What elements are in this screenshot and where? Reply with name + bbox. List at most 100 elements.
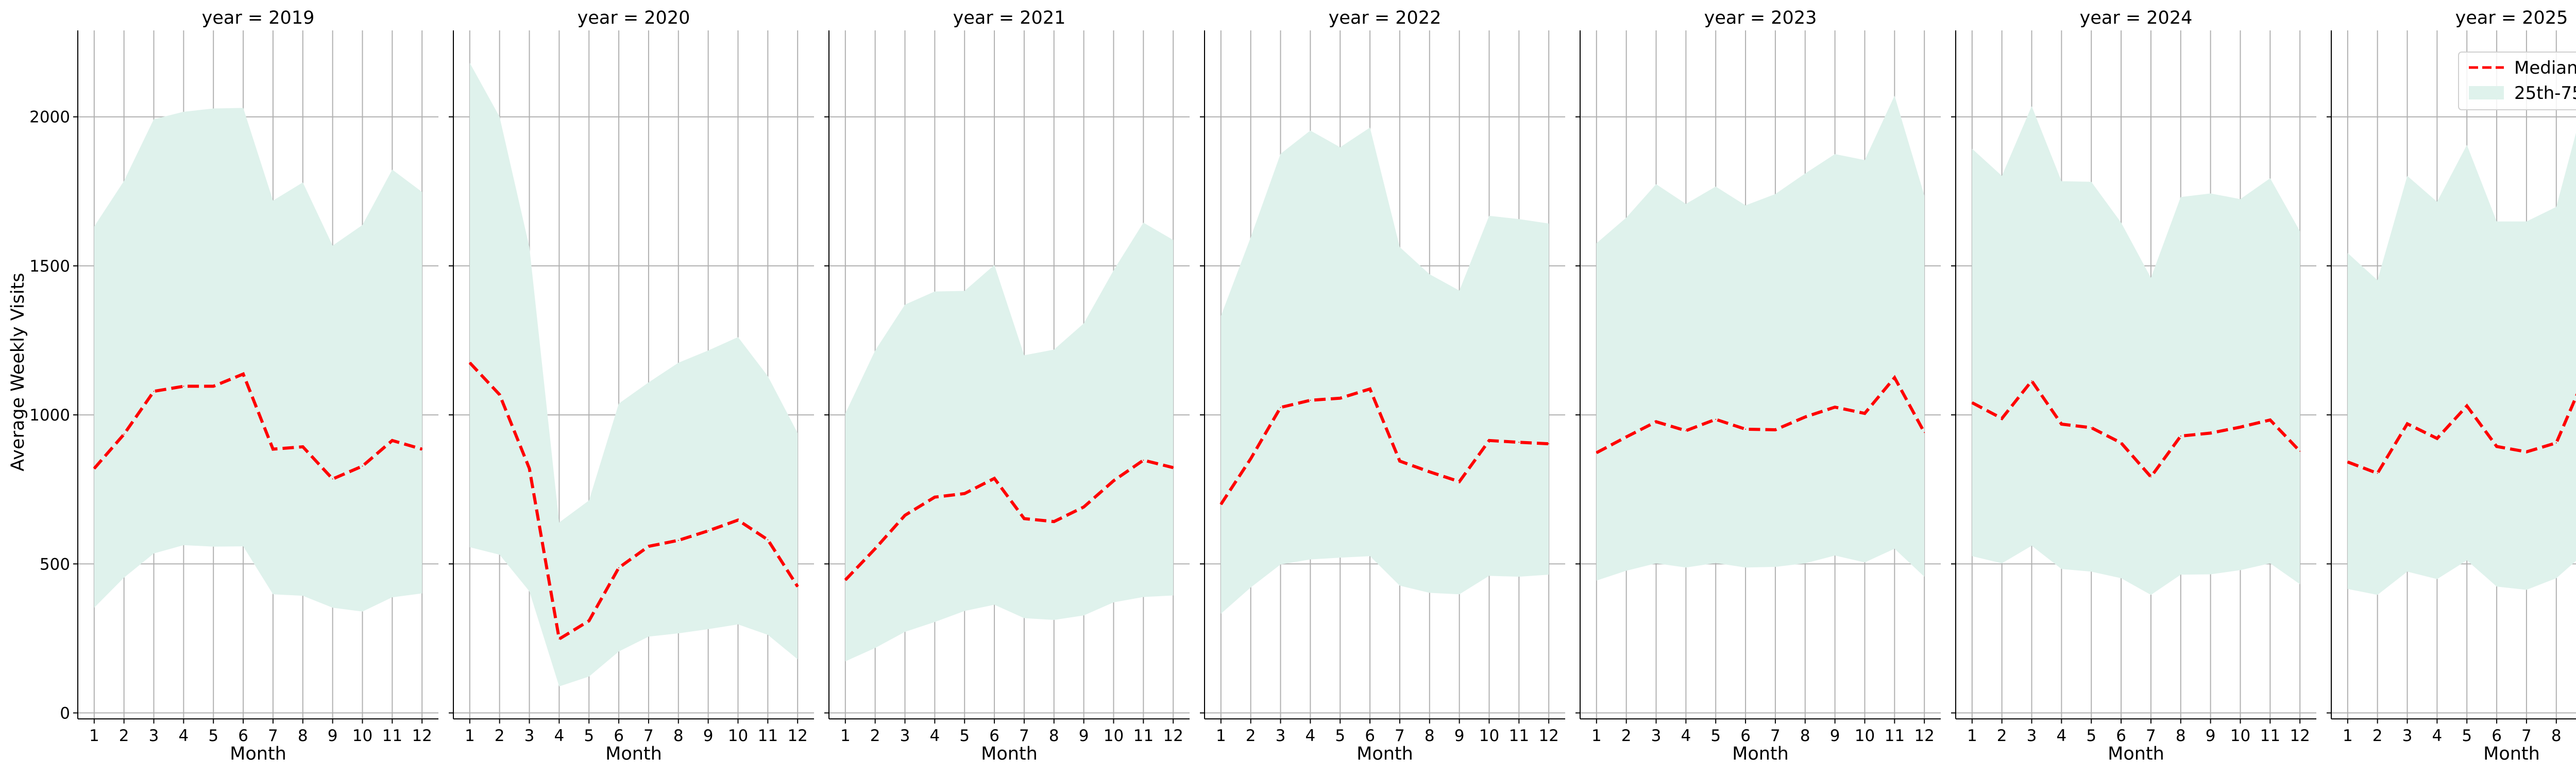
median-point — [588, 620, 590, 621]
median-point — [2555, 442, 2557, 444]
x-tick-label: 11 — [1885, 727, 1905, 745]
x-tick-label: 2 — [1997, 727, 2007, 745]
x-tick-label: 2 — [1621, 727, 1632, 745]
median-line-2025 — [2347, 393, 2576, 476]
x-tick-label: 3 — [524, 727, 535, 745]
x-tick-label: 10 — [1479, 727, 1499, 745]
median-point — [904, 514, 906, 516]
median-point — [1340, 397, 1341, 399]
median-point — [2031, 380, 2032, 382]
percentile-band-2022 — [1221, 127, 1549, 614]
x-tick-label: 7 — [643, 727, 654, 745]
median-point — [1429, 471, 1430, 473]
x-tick-label: 7 — [1395, 727, 1405, 745]
x-tick-label: 6 — [2116, 727, 2126, 745]
y-axis-label: Average Weekly Visits — [8, 273, 28, 471]
median-point — [332, 478, 333, 480]
x-axis-label: Month — [2108, 744, 2164, 764]
median-point — [302, 446, 303, 447]
x-tick-label: 8 — [2551, 727, 2562, 745]
median-point — [648, 546, 649, 547]
median-point — [469, 362, 470, 363]
x-tick-label: 12 — [2290, 727, 2310, 745]
median-point — [1280, 407, 1281, 408]
median-point — [797, 586, 799, 587]
x-tick-label: 6 — [614, 727, 624, 745]
x-tick-label: 3 — [2027, 727, 2037, 745]
x-tick-label: 10 — [1855, 727, 1875, 745]
x-tick-label: 5 — [584, 727, 594, 745]
median-point — [934, 496, 936, 498]
facet-title: year = 2021 — [953, 8, 1066, 28]
median-point — [123, 433, 125, 435]
facet-title: year = 2023 — [1704, 8, 1817, 28]
median-point — [874, 548, 876, 549]
median-point — [1488, 440, 1490, 441]
x-axis-label: Month — [230, 744, 286, 764]
median-point — [2061, 424, 2062, 425]
median-point — [2150, 476, 2151, 478]
x-tick-label: 3 — [1276, 727, 1286, 745]
x-tick-label: 11 — [2260, 727, 2280, 745]
x-tick-label: 3 — [1651, 727, 1662, 745]
median-point — [1310, 399, 1311, 401]
x-tick-label: 12 — [412, 727, 432, 745]
median-point — [1834, 407, 1836, 408]
x-tick-label: 4 — [1306, 727, 1316, 745]
x-tick-label: 10 — [2230, 727, 2250, 745]
x-tick-label: 5 — [2086, 727, 2096, 745]
x-tick-label: 5 — [1335, 727, 1345, 745]
median-point — [618, 567, 620, 568]
x-tick-label: 10 — [1104, 727, 1124, 745]
x-tick-label: 4 — [2432, 727, 2443, 745]
x-tick-label: 9 — [1830, 727, 1840, 745]
median-point — [2466, 405, 2468, 407]
x-tick-label: 2 — [495, 727, 505, 745]
x-tick-label: 7 — [2521, 727, 2532, 745]
median-point — [1548, 443, 1550, 445]
x-tick-label: 6 — [1740, 727, 1751, 745]
median-point — [964, 493, 965, 494]
y-tick-label: 1000 — [29, 406, 70, 425]
y-tick-label: 500 — [40, 555, 70, 574]
median-point — [1113, 480, 1114, 481]
median-point — [213, 385, 214, 387]
median-point — [2091, 427, 2092, 428]
median-point — [767, 539, 769, 541]
median-point — [737, 519, 739, 521]
median-point — [1596, 452, 1597, 453]
y-tick-label: 0 — [60, 704, 70, 722]
median-point — [499, 394, 500, 395]
x-tick-label: 2 — [2372, 727, 2383, 745]
median-point — [2121, 442, 2122, 444]
x-tick-label: 2 — [1246, 727, 1256, 745]
x-axis-label: Month — [1732, 744, 1789, 764]
x-tick-label: 10 — [728, 727, 748, 745]
x-tick-label: 8 — [298, 727, 308, 745]
median-point — [243, 373, 244, 375]
median-point — [1399, 460, 1400, 462]
median-point — [421, 448, 423, 450]
x-tick-label: 7 — [268, 727, 278, 745]
x-axis-label: Month — [981, 744, 1038, 764]
percentile-band-2019 — [94, 108, 422, 612]
x-tick-label: 4 — [1681, 727, 1691, 745]
x-tick-label: 1 — [89, 727, 99, 745]
x-tick-label: 8 — [2176, 727, 2186, 745]
median-point — [1685, 430, 1687, 431]
median-point — [1804, 416, 1806, 418]
x-axis-label: Month — [605, 744, 662, 764]
x-tick-label: 7 — [2146, 727, 2156, 745]
x-tick-label: 4 — [930, 727, 940, 745]
x-tick-label: 4 — [179, 727, 189, 745]
median-point — [2347, 461, 2348, 463]
median-point — [1745, 428, 1747, 430]
median-point — [529, 468, 530, 469]
y-tick-label: 1500 — [29, 257, 70, 276]
x-tick-label: 5 — [2462, 727, 2472, 745]
facet-title: year = 2025 — [2455, 8, 2568, 28]
x-tick-label: 6 — [989, 727, 999, 745]
x-tick-label: 6 — [1365, 727, 1375, 745]
